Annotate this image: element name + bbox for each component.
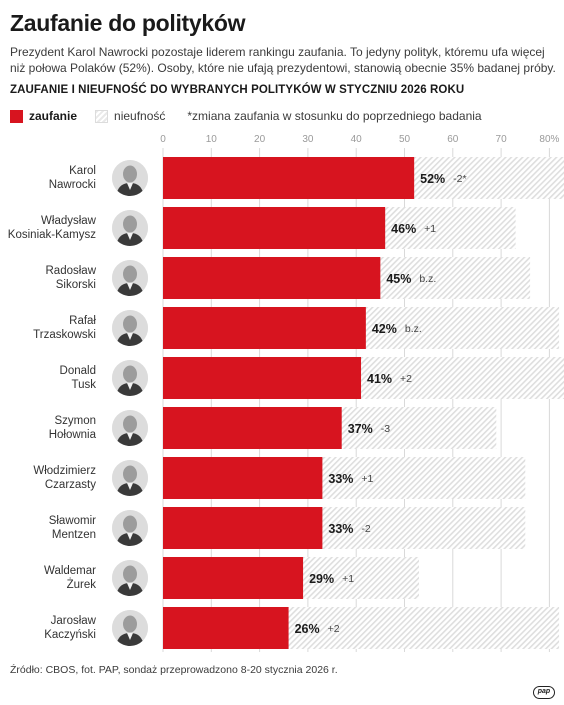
politician-photo — [112, 210, 148, 246]
category-label: Władysław Kosiniak-Kamysz — [8, 215, 97, 241]
bar-trust — [163, 607, 289, 649]
chart-subtitle: ZAUFANIE I NIEUFNOŚĆ DO WYBRANYCH POLITY… — [10, 84, 465, 96]
change-label: +2 — [400, 373, 412, 385]
bar-trust — [163, 307, 366, 349]
x-tick-label: 40 — [351, 134, 363, 145]
politician-photo — [112, 560, 148, 596]
legend-note: *zmiana zaufania w stosunku do poprzedni… — [187, 109, 482, 123]
politician-photo — [112, 610, 148, 646]
bar-trust — [163, 507, 323, 549]
category-label: Donald Tusk — [60, 365, 97, 391]
legend-swatch-trust — [10, 109, 23, 123]
x-tick-label: 10 — [206, 134, 218, 145]
change-label: b.z. — [419, 273, 436, 285]
x-tick-label: 80% — [539, 134, 559, 145]
bar-chart: 0 10 20 30 40 50 60 70 80% Karol Nawrocki 52% -2* Wła… — [8, 134, 564, 652]
change-label: -3 — [381, 423, 390, 435]
bar-trust — [163, 207, 386, 249]
politician-photo — [112, 360, 148, 396]
politician-photo — [112, 510, 148, 546]
change-label: +2 — [328, 623, 340, 635]
change-label: +1 — [424, 223, 436, 235]
category-label: Włodzimierz Czarzasty — [33, 465, 96, 491]
politician-photo — [112, 260, 148, 296]
value-label: 33% — [328, 472, 353, 486]
legend-swatch-distrust — [95, 109, 109, 123]
x-tick-label: 50 — [399, 134, 411, 145]
change-label: +1 — [342, 573, 354, 585]
legend-label-distrust: nieufność — [114, 109, 166, 123]
politician-photo — [112, 160, 148, 196]
bar-trust — [163, 157, 415, 199]
value-label: 37% — [348, 422, 373, 436]
x-tick-label: 0 — [160, 134, 166, 145]
change-label: +1 — [361, 473, 373, 485]
bar-trust — [163, 257, 381, 299]
change-label: -2* — [453, 173, 466, 185]
value-label: 46% — [391, 222, 416, 236]
category-label: Rafał Trzaskowski — [33, 315, 96, 341]
politician-photo — [112, 410, 148, 446]
value-label: 42% — [372, 322, 397, 336]
page-title: Zaufanie do polityków — [10, 10, 246, 36]
value-label: 26% — [295, 622, 320, 636]
politician-photo — [112, 310, 148, 346]
bar-trust — [163, 457, 323, 499]
bar-trust — [163, 357, 362, 399]
politician-photo — [112, 460, 148, 496]
x-tick-label: 20 — [254, 134, 266, 145]
source-note: Źródło: CBOS, fot. PAP, sondaż przeprowa… — [10, 664, 338, 676]
value-label: 45% — [386, 272, 411, 286]
change-label: b.z. — [405, 323, 422, 335]
value-label: 52% — [420, 172, 445, 186]
bar-trust — [163, 557, 304, 599]
value-label: 41% — [367, 372, 392, 386]
category-label: Jarosław Kaczyński — [44, 615, 96, 641]
intro-text: Prezydent Karol Nawrocki pozostaje lider… — [10, 45, 556, 75]
legend-label-trust: zaufanie — [29, 109, 78, 123]
chart-legend: zaufanie nieufność *zmiana zaufania w st… — [10, 108, 482, 124]
category-label: Karol Nawrocki — [49, 165, 96, 191]
pap-logo: pap — [533, 686, 555, 699]
value-label: 33% — [328, 522, 353, 536]
change-label: -2 — [361, 523, 370, 535]
category-label: Waldemar Żurek — [44, 565, 96, 591]
x-tick-label: 70 — [496, 134, 508, 145]
x-tick-label: 30 — [302, 134, 314, 145]
category-label: Radosław Sikorski — [46, 265, 97, 291]
category-label: Szymon Hołownia — [49, 415, 97, 441]
x-tick-label: 60 — [447, 134, 459, 145]
category-label: Sławomir Mentzen — [49, 515, 96, 541]
bar-trust — [163, 407, 342, 449]
value-label: 29% — [309, 572, 334, 586]
